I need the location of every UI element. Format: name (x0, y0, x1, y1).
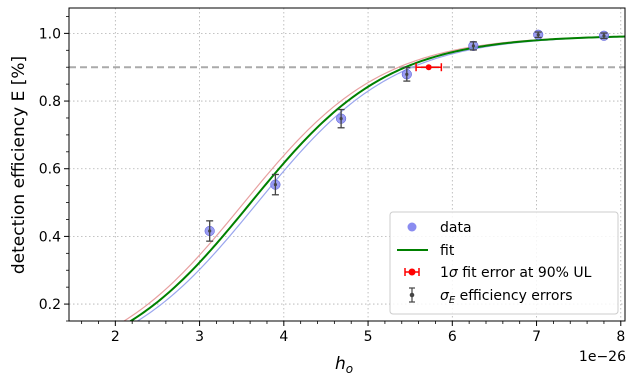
x-tick-label: 3 (195, 329, 204, 345)
x-tick-label: 6 (448, 329, 457, 345)
x-axis-label: ho (335, 354, 353, 376)
ticks: 2 3 4 5 6 7 8 0.2 0.4 0.6 0.8 1.0 (39, 16, 625, 345)
x-offset-text: 1e−26 (579, 349, 626, 365)
legend-data-label: data (440, 220, 472, 236)
fit-curve (128, 35, 625, 321)
legend-ul-label: 1σ fit error at 90% UL (440, 265, 592, 281)
x-tick-label: 7 (532, 329, 541, 345)
y-tick-label: 0.8 (39, 94, 61, 110)
plot-area (69, 29, 625, 321)
y-tick-label: 0.6 (39, 162, 61, 178)
y-tick-label: 0.4 (39, 229, 61, 245)
legend-eff-marker (409, 287, 415, 303)
error-bar-center (471, 44, 475, 48)
axes-frame (68, 7, 626, 322)
x-axis-label-main: h (335, 354, 346, 374)
y-tick-label: 1.0 (39, 26, 61, 42)
x-tick-label: 5 (364, 329, 373, 345)
legend-fit-label: fit (440, 243, 455, 259)
legend-ul-marker (404, 268, 420, 276)
ul-point (425, 64, 432, 71)
error-bar-center (273, 183, 277, 187)
legend-eff-label: σE efficiency errors (440, 288, 573, 306)
legend: data fit 1σ fit error at 90% UL σE effic… (389, 211, 619, 315)
y-tick-label: 0.2 (39, 297, 61, 313)
x-tick-label: 2 (111, 329, 120, 345)
y-axis-label: detection efficiency E [%] (9, 56, 29, 274)
x-tick-label: 4 (279, 329, 288, 345)
grid (69, 8, 625, 321)
error-bar-center (339, 117, 343, 121)
x-axis-label-sub: o (346, 362, 353, 376)
legend-data-marker (407, 222, 417, 232)
error-bar-center (405, 72, 409, 76)
error-bar-center (208, 229, 212, 233)
x-tick-label: 8 (616, 329, 625, 345)
error-bar-center (602, 34, 606, 38)
error-bar-center (536, 33, 540, 37)
legend-box (389, 211, 619, 315)
